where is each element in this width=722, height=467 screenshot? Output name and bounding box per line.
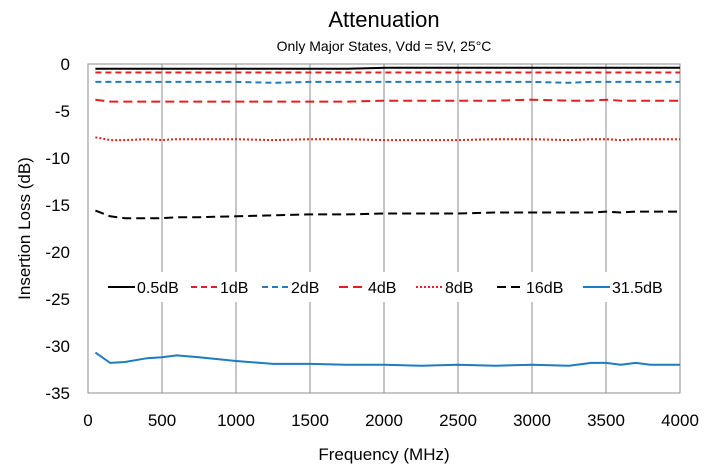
legend-label: 31.5dB: [612, 280, 663, 297]
series-line-0-5dB: [95, 66, 680, 70]
axis-ticks: 0 500 1000 1500 2000 2500 3000 3500 4000 0 -5 -10 -1…: [45, 55, 698, 430]
legend-label: 4dB: [368, 280, 396, 297]
chart-subtitle: Only Major States, Vdd = 5V, 25°C: [277, 38, 492, 54]
chart-title: Attenuation: [328, 7, 439, 32]
y-tick-label: -20: [45, 243, 70, 262]
series-line-2dB: [95, 80, 680, 84]
x-tick-label: 500: [148, 411, 176, 430]
series-line-31-5dB: [94, 351, 680, 367]
series-line-16dB: [95, 209, 680, 220]
legend-label: 16dB: [526, 280, 563, 297]
legend-label: 0.5dB: [137, 280, 179, 297]
x-tick-label: 2000: [365, 411, 403, 430]
x-tick-label: 2500: [439, 411, 477, 430]
x-tick-label: 3000: [513, 411, 551, 430]
x-tick-label: 4000: [661, 411, 699, 430]
legend-label: 2dB: [291, 280, 319, 297]
x-tick-label: 3500: [587, 411, 625, 430]
y-axis-label: Insertion Loss (dB): [15, 157, 34, 300]
x-tick-label: 1000: [217, 411, 255, 430]
x-tick-label: 1500: [291, 411, 329, 430]
x-tick-label: 0: [83, 411, 92, 430]
legend-label: 8dB: [445, 280, 473, 297]
series-line-4dB: [95, 98, 680, 103]
series-lines: [94, 66, 680, 367]
y-tick-label: -25: [45, 290, 70, 309]
y-tick-label: 0: [61, 55, 70, 74]
y-tick-label: -5: [55, 102, 70, 121]
x-axis-label: Frequency (MHz): [318, 445, 449, 464]
legend-label: 1dB: [220, 280, 248, 297]
y-tick-label: -35: [45, 384, 70, 403]
series-line-8dB: [95, 136, 680, 142]
y-tick-label: -30: [45, 337, 70, 356]
y-tick-label: -10: [45, 149, 70, 168]
legend: 0.5dB 1dB 2dB 4dB 8dB 16dB 31.5dB: [100, 272, 678, 302]
y-tick-label: -15: [45, 196, 70, 215]
grid-lines: [161, 64, 607, 393]
